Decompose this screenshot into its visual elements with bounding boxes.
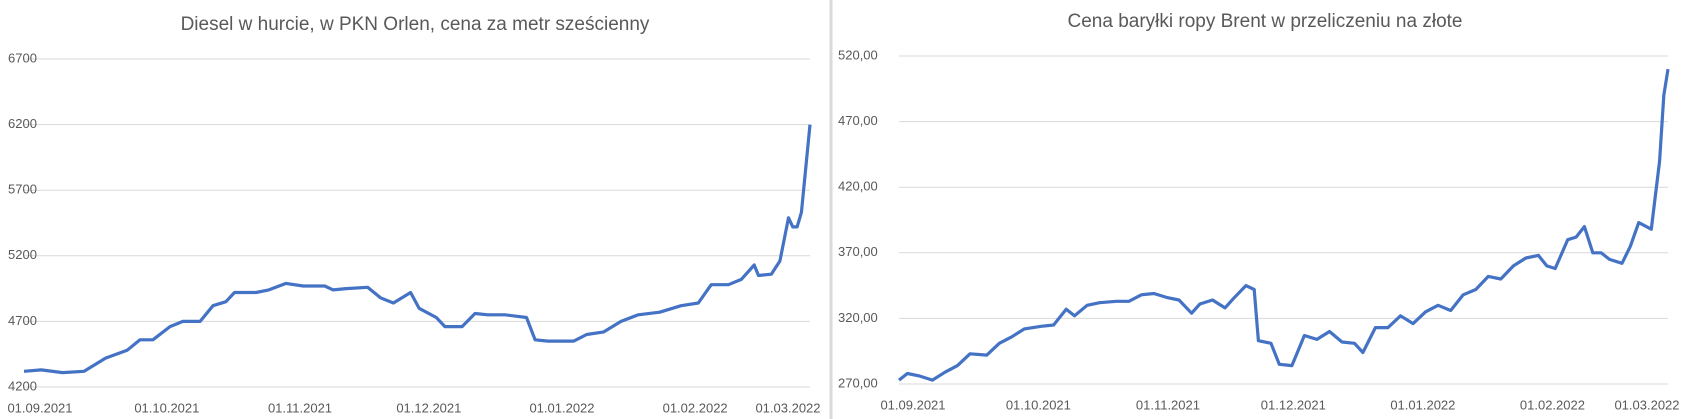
x-tick-label: 01.11.2021 (1136, 397, 1200, 412)
x-tick-label: 01.10.2021 (134, 400, 199, 415)
y-tick-label: 5200 (8, 247, 37, 262)
x-tick-label: 01.12.2021 (1261, 397, 1326, 412)
y-tick-label: 6200 (8, 116, 37, 131)
x-tick-label: 01.03.2022 (755, 400, 820, 415)
chart-title: Cena baryłki ropy Brent w przeliczeniu n… (1068, 11, 1463, 32)
y-tick-label: 370,00 (838, 244, 878, 259)
y-tick-label: 270,00 (838, 375, 878, 390)
x-tick-label: 01.02.2022 (1520, 397, 1585, 412)
y-tick-label: 320,00 (838, 310, 878, 325)
x-tick-label: 01.03.2022 (1614, 397, 1679, 412)
x-tick-label: 01.11.2021 (268, 400, 332, 415)
chart-title: Diesel w hurcie, w PKN Orlen, cena za me… (181, 14, 650, 35)
x-tick-label: 01.10.2021 (1006, 397, 1071, 412)
y-tick-label: 520,00 (838, 47, 878, 62)
x-tick-label: 01.09.2021 (7, 400, 72, 415)
y-tick-label: 5700 (8, 182, 37, 197)
x-tick-label: 01.02.2022 (663, 400, 728, 415)
y-tick-label: 6700 (8, 50, 37, 65)
x-tick-label: 01.12.2021 (396, 400, 461, 415)
y-tick-label: 420,00 (838, 179, 878, 194)
y-tick-label: 4700 (8, 313, 37, 328)
y-tick-label: 4200 (8, 378, 37, 393)
x-tick-label: 01.01.2022 (1390, 397, 1455, 412)
x-tick-label: 01.09.2021 (880, 397, 945, 412)
line-series (898, 68, 1670, 382)
line-series (23, 124, 812, 375)
x-tick-label: 01.01.2022 (529, 400, 594, 415)
y-tick-label: 470,00 (838, 113, 878, 128)
